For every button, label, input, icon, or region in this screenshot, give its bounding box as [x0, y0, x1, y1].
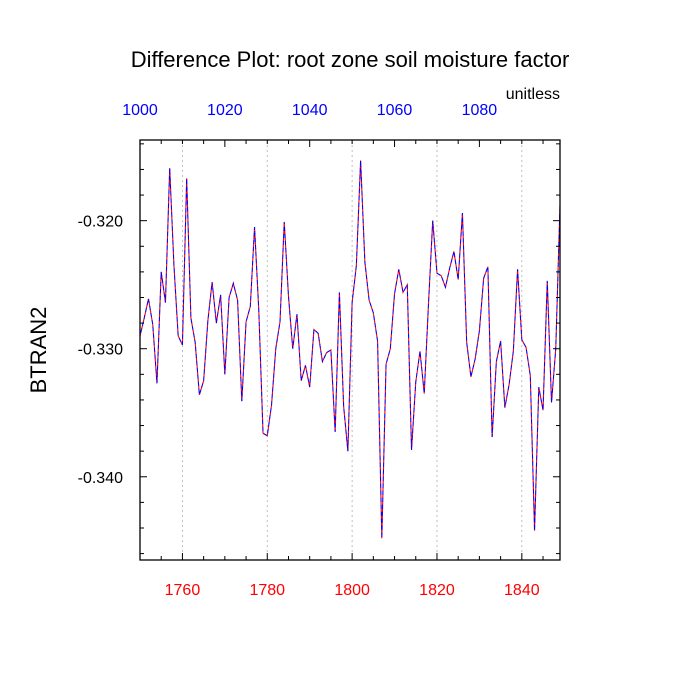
x-tick-label-1820: 1820 [419, 582, 455, 599]
units-label: unitless [506, 86, 560, 103]
x-tick-label-1760: 1760 [165, 582, 201, 599]
series-line-red [139, 160, 561, 539]
top-tick-label-1060: 1060 [377, 102, 413, 119]
grid-lines [182, 140, 523, 560]
plot-frame [139, 139, 561, 561]
x-tick-label-1840: 1840 [504, 582, 540, 599]
top-tick-label-1000: 1000 [122, 102, 158, 119]
y-tick-label: -0.340 [78, 470, 123, 487]
top-tick-label-1020: 1020 [207, 102, 243, 119]
x-tick-label-1800: 1800 [334, 582, 370, 599]
chart-title: Difference Plot: root zone soil moisture… [131, 47, 570, 72]
top-tick-label-1080: 1080 [462, 102, 498, 119]
top-tick-label-1040: 1040 [292, 102, 328, 119]
series-line-blue [139, 160, 561, 539]
y-tick-label: -0.320 [78, 214, 123, 231]
axis-ticks [139, 140, 560, 560]
y-tick-label: -0.330 [78, 342, 123, 359]
x-tick-label-1780: 1780 [249, 582, 285, 599]
y-axis-label: BTRAN2 [26, 307, 51, 394]
series-layer [139, 160, 561, 539]
tick-labels: 1760 1780 1800 1820 1840 1000 1020 1040 1060 1080… [78, 102, 540, 599]
